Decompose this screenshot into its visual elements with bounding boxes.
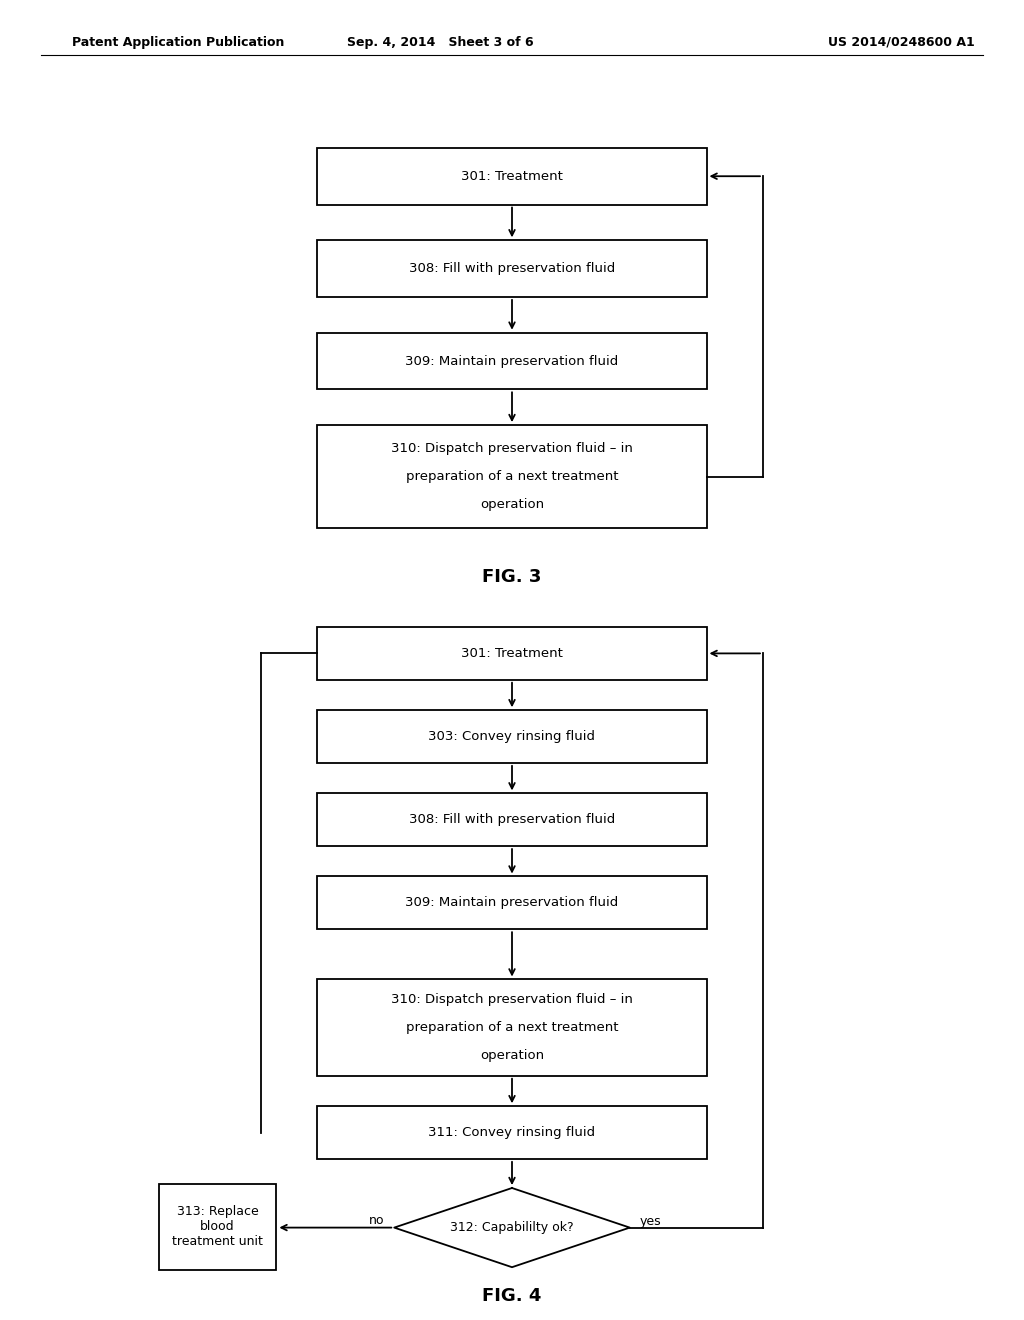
Text: 310: Dispatch preservation fluid – in: 310: Dispatch preservation fluid – in — [391, 442, 633, 455]
Text: 311: Convey rinsing fluid: 311: Convey rinsing fluid — [428, 1126, 596, 1139]
Text: 303: Convey rinsing fluid: 303: Convey rinsing fluid — [428, 730, 596, 743]
FancyBboxPatch shape — [159, 1184, 276, 1270]
FancyBboxPatch shape — [317, 240, 707, 297]
Text: FIG. 3: FIG. 3 — [482, 568, 542, 586]
FancyBboxPatch shape — [317, 333, 707, 389]
Text: 301: Treatment: 301: Treatment — [461, 170, 563, 182]
Text: Sep. 4, 2014   Sheet 3 of 6: Sep. 4, 2014 Sheet 3 of 6 — [347, 36, 534, 49]
FancyBboxPatch shape — [317, 876, 707, 929]
Text: 310: Dispatch preservation fluid – in: 310: Dispatch preservation fluid – in — [391, 994, 633, 1006]
FancyBboxPatch shape — [317, 710, 707, 763]
Text: FIG. 4: FIG. 4 — [482, 1287, 542, 1305]
Text: 312: Capabililty ok?: 312: Capabililty ok? — [451, 1221, 573, 1234]
Text: 309: Maintain preservation fluid: 309: Maintain preservation fluid — [406, 355, 618, 367]
Text: operation: operation — [480, 498, 544, 511]
Text: yes: yes — [640, 1214, 662, 1228]
FancyBboxPatch shape — [317, 148, 707, 205]
Text: 313: Replace
blood
treatment unit: 313: Replace blood treatment unit — [172, 1205, 263, 1249]
FancyBboxPatch shape — [317, 1106, 707, 1159]
Text: 308: Fill with preservation fluid: 308: Fill with preservation fluid — [409, 813, 615, 826]
Text: 309: Maintain preservation fluid: 309: Maintain preservation fluid — [406, 896, 618, 909]
FancyBboxPatch shape — [317, 979, 707, 1076]
Text: operation: operation — [480, 1049, 544, 1061]
FancyBboxPatch shape — [317, 627, 707, 680]
FancyBboxPatch shape — [317, 793, 707, 846]
Text: 308: Fill with preservation fluid: 308: Fill with preservation fluid — [409, 263, 615, 275]
Polygon shape — [394, 1188, 630, 1267]
Text: US 2014/0248600 A1: US 2014/0248600 A1 — [827, 36, 975, 49]
Text: Patent Application Publication: Patent Application Publication — [72, 36, 284, 49]
FancyBboxPatch shape — [317, 425, 707, 528]
Text: preparation of a next treatment: preparation of a next treatment — [406, 470, 618, 483]
Text: no: no — [369, 1214, 384, 1228]
Text: preparation of a next treatment: preparation of a next treatment — [406, 1022, 618, 1034]
Text: 301: Treatment: 301: Treatment — [461, 647, 563, 660]
